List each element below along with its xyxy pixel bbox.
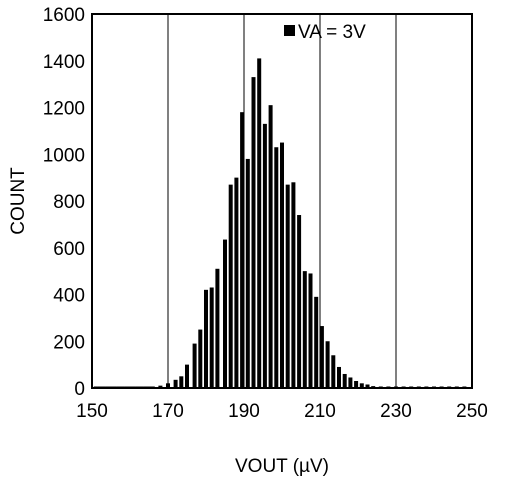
y-tick-label: 1400 — [43, 52, 85, 73]
histogram-bar — [158, 385, 163, 388]
histogram-bar — [342, 373, 347, 388]
histogram-bar — [359, 383, 364, 388]
histogram-bar — [319, 326, 324, 388]
legend-label: VA = 3V — [298, 22, 366, 43]
histogram-bar — [251, 77, 256, 389]
legend: VA = 3V — [284, 22, 366, 43]
histogram-bar — [291, 182, 296, 388]
histogram-bar — [223, 239, 227, 388]
histogram-bar — [179, 376, 184, 388]
x-tick-label: 150 — [76, 401, 108, 422]
y-tick-label: 400 — [53, 286, 85, 307]
histogram-bar — [240, 112, 245, 389]
y-tick-label: 0 — [74, 379, 85, 400]
y-tick-label: 800 — [53, 192, 85, 213]
histogram-bar — [297, 215, 302, 388]
histogram-bar — [192, 343, 197, 388]
x-tick-label: 230 — [380, 401, 412, 422]
histogram-bar — [274, 147, 279, 388]
x-axis-title: VOUT (µV) — [235, 456, 329, 477]
histogram-bar — [348, 377, 353, 388]
y-tick-label: 1000 — [43, 145, 85, 166]
histogram-bar — [337, 366, 341, 388]
histogram-bar — [204, 289, 208, 388]
histogram-bar — [209, 287, 214, 388]
y-tick-label: 600 — [53, 239, 85, 260]
histogram-bar — [325, 341, 330, 388]
histogram-bar — [365, 384, 370, 388]
x-tick-labels: 150 170 190 210 230 250 — [76, 401, 488, 422]
y-tick-label: 200 — [53, 332, 85, 353]
histogram-bar — [166, 383, 170, 388]
histogram-bar — [280, 142, 284, 388]
bars-group — [93, 58, 467, 389]
histogram-bar — [285, 184, 290, 388]
y-tick-label: 1200 — [43, 99, 85, 120]
histogram-bar — [198, 329, 203, 388]
histogram-bar — [234, 177, 239, 388]
histogram-bar — [245, 158, 250, 388]
histogram-bar — [354, 380, 359, 388]
histogram-bar — [308, 273, 313, 388]
histogram-bar — [185, 364, 189, 388]
histogram-bar — [268, 105, 273, 388]
x-tick-label: 170 — [152, 401, 184, 422]
plot-frame — [91, 13, 473, 389]
histogram-bar — [257, 58, 262, 388]
legend-marker — [284, 25, 295, 36]
x-tick-label: 250 — [456, 401, 488, 422]
histogram-bar — [302, 271, 307, 388]
histogram-bar — [215, 268, 220, 388]
histogram-bar — [314, 296, 319, 388]
y-axis-title: COUNT — [8, 167, 29, 235]
histogram-bar — [331, 355, 336, 388]
histogram-bar — [262, 123, 267, 389]
y-tick-label: 1600 — [43, 5, 85, 26]
x-tick-label: 190 — [228, 401, 260, 422]
histogram-bar — [228, 184, 233, 388]
y-tick-labels: 0 200 400 600 800 1000 1200 1400 1600 — [43, 5, 85, 400]
x-tick-label: 210 — [304, 401, 336, 422]
histogram-bar — [173, 379, 178, 388]
